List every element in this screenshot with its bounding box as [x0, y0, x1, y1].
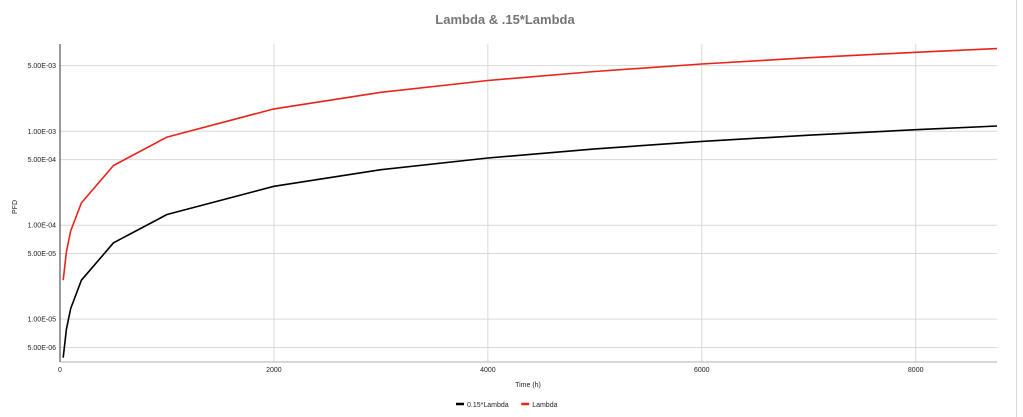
- series-line: [62, 47, 998, 281]
- legend: 0.15*Lambda Lambda: [456, 402, 558, 409]
- x-tick-label: 4000: [480, 367, 496, 374]
- x-tick-label: 8000: [908, 367, 924, 374]
- series-lines: [62, 47, 998, 358]
- y-axis-label: PFD: [12, 200, 19, 214]
- y-tick-label: 1.00E-04: [28, 223, 57, 230]
- y-tick-label: 5.00E-03: [28, 63, 57, 70]
- chart-title: Lambda & .15*Lambda: [435, 12, 575, 27]
- x-tick-label: 2000: [266, 367, 282, 374]
- axes: 5.00E-06 1.00E-05 5.00E-05 1.00E-04 5.00E-04…: [28, 44, 997, 374]
- x-tick-label: 6000: [694, 367, 710, 374]
- y-tick-label: 5.00E-06: [28, 345, 57, 352]
- legend-label: Lambda: [532, 402, 557, 409]
- y-tick-label: 5.00E-05: [28, 251, 57, 258]
- panel-border: [1016, 0, 1017, 417]
- y-tick-label: 5.00E-04: [28, 157, 57, 164]
- legend-label: 0.15*Lambda: [467, 402, 509, 409]
- series-line: [62, 125, 998, 358]
- x-axis-label: Time (h): [515, 382, 541, 389]
- y-tick-label: 1.00E-03: [28, 129, 57, 136]
- x-tick-label: 0: [58, 367, 62, 374]
- grid: [60, 44, 997, 362]
- y-tick-label: 1.00E-05: [28, 317, 57, 324]
